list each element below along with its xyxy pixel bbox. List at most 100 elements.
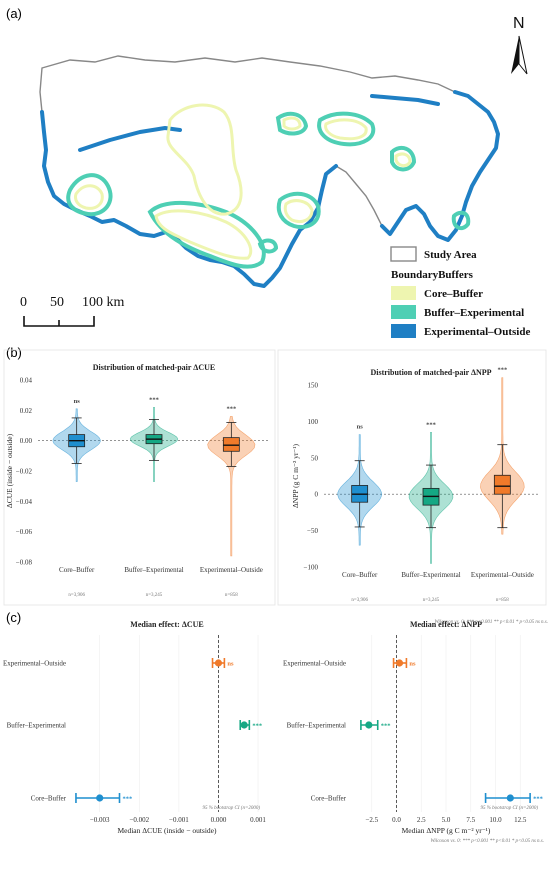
- legend-study-area: Study Area: [424, 249, 477, 261]
- x-tick-label: Experimental–Outside: [200, 566, 263, 574]
- significance-label: ns: [357, 424, 364, 431]
- n-label: n=858: [496, 598, 509, 603]
- significance-label: ***: [149, 396, 159, 403]
- box-3: [222, 437, 240, 452]
- legend-experimental-outside: Experimental–Outside: [424, 326, 530, 338]
- y-tick-label: 0.04: [20, 377, 33, 385]
- significance-label: ***: [252, 723, 262, 730]
- n-label: n=3,906: [68, 593, 85, 598]
- scale-bar: 0 50 100 km: [20, 295, 125, 327]
- significance-label: ***: [123, 796, 133, 803]
- x-axis-label: Median ΔNPP (g C m⁻² yr⁻¹): [402, 826, 491, 835]
- x-tick-label: Buffer–Experimental: [124, 566, 183, 574]
- y-category-label: Core–Buffer: [31, 795, 67, 803]
- npp-violin-chart: Distribution of matched-pair ΔNPP 150 100 5…: [291, 367, 548, 625]
- study-area-map: [39, 55, 500, 288]
- legend-swatch-study-area: [390, 246, 417, 262]
- north-arrow-icon: N: [511, 15, 528, 75]
- x-tick-label: 0.0: [392, 816, 401, 824]
- significance-label: ns: [409, 661, 416, 668]
- y-tick-label: 0.00: [20, 437, 33, 445]
- n-label: n=3,245: [146, 593, 163, 598]
- y-tick-label: −100: [304, 564, 319, 572]
- chart-title: Distribution of matched-pair ΔNPP: [370, 368, 491, 377]
- legend-swatch-experimental-outside: [391, 324, 416, 338]
- n-label: n=858: [225, 593, 238, 598]
- x-tick-label: Core–Buffer: [342, 571, 378, 579]
- y-tick-label: 0.02: [20, 407, 33, 415]
- x-tick-label: 0.001: [250, 816, 266, 824]
- x-tick-label: −0.002: [129, 816, 149, 824]
- y-category-label: Buffer–Experimental: [7, 722, 66, 730]
- n-label: n=3,245: [423, 598, 440, 603]
- y-tick-label: −0.04: [16, 498, 33, 506]
- y-tick-label: −0.06: [16, 528, 33, 536]
- point-estimate: [96, 794, 104, 802]
- point-estimate: [240, 721, 248, 729]
- significance-label: ns: [227, 661, 234, 668]
- chart-title: Median effect: ΔCUE: [130, 620, 203, 629]
- legend-swatch-core-buffer: [391, 286, 416, 300]
- legend-buffer-experimental: Buffer–Experimental: [424, 307, 524, 319]
- y-tick-label: 50: [311, 454, 319, 462]
- legend-core-buffer: Core–Buffer: [424, 288, 483, 300]
- legend-swatch-buffer-experimental: [391, 305, 416, 319]
- npp-forest-chart: Median effect: ΔNPP −2.5 0.0 2.5 5.0 7.5 10.0 1…: [283, 620, 544, 844]
- y-category-label: Core–Buffer: [311, 795, 347, 803]
- box-3: [493, 474, 511, 495]
- cue-forest-chart: Median effect: ΔCUE −0.003 −0.002 −0.001 0.0…: [3, 620, 266, 835]
- chart-title: Distribution of matched-pair ΔCUE: [93, 363, 215, 372]
- scale-label-100: 100 km: [82, 295, 125, 310]
- point-estimate: [214, 659, 223, 667]
- y-tick-label: −50: [307, 527, 318, 535]
- legend-title: BoundaryBuffers: [391, 269, 474, 281]
- significance-label: ***: [533, 796, 543, 803]
- footnote: Wilcoxon vs. 0: *** p<0.001 ** p<0.01 * …: [435, 620, 548, 625]
- point-estimate: [395, 659, 404, 667]
- x-tick-label: 12.5: [514, 816, 527, 824]
- x-tick-label: Buffer–Experimental: [401, 571, 460, 579]
- significance-label: ***: [226, 405, 236, 412]
- y-category-label: Experimental–Outside: [283, 660, 346, 668]
- panel-b-right-frame: [277, 349, 547, 606]
- experimental-outside-boundary: [40, 90, 500, 288]
- x-tick-label: −0.001: [169, 816, 189, 824]
- cue-violin-chart: Distribution of matched-pair ΔCUE 0.04 0.0…: [5, 363, 270, 598]
- x-tick-label: 5.0: [442, 816, 451, 824]
- x-tick-label: Experimental–Outside: [471, 571, 534, 579]
- x-tick-label: Core–Buffer: [59, 566, 95, 574]
- y-category-label: Buffer–Experimental: [287, 722, 346, 730]
- y-tick-label: 150: [308, 382, 319, 390]
- scale-label-0: 0: [20, 295, 27, 310]
- panel-label-a: (a): [6, 6, 22, 21]
- ci-note: 95 % bootstrap CI (n=2000): [480, 806, 538, 811]
- y-axis-label: ΔCUE (inside − outside): [5, 433, 14, 508]
- y-tick-label: −0.02: [16, 468, 33, 476]
- panel-label-c: (c): [6, 610, 21, 625]
- chart-title: Median effect: ΔNPP: [410, 620, 482, 629]
- y-tick-label: 0: [315, 491, 319, 499]
- y-axis-label: ΔNPP (g C m⁻² yr⁻¹): [291, 443, 300, 508]
- significance-label: ns: [74, 398, 81, 405]
- y-tick-label: 100: [308, 418, 319, 426]
- y-tick-label: −0.08: [16, 559, 33, 567]
- point-estimate: [365, 721, 373, 729]
- significance-label: ***: [381, 723, 391, 730]
- ci-note: 95 % bootstrap CI (n=2000): [202, 806, 260, 811]
- panel-label-b: (b): [6, 345, 22, 360]
- map-legend: Study Area BoundaryBuffers Core–Buffer B…: [390, 246, 530, 338]
- n-label: n=3,906: [351, 598, 368, 603]
- x-tick-label: −0.003: [90, 816, 110, 824]
- north-label: N: [513, 15, 525, 32]
- point-estimate: [506, 794, 514, 802]
- x-tick-label: 2.5: [417, 816, 426, 824]
- core-buffer-boundary: [74, 103, 412, 260]
- x-tick-label: −2.5: [365, 816, 378, 824]
- significance-label: ***: [426, 421, 436, 428]
- buffer-experimental-boundary: [66, 111, 471, 269]
- x-tick-label: 10.0: [489, 816, 502, 824]
- panel-b-left-frame: [3, 349, 276, 606]
- x-axis-label: Median ΔCUE (inside − outside): [117, 826, 217, 835]
- violin-3: [207, 416, 256, 557]
